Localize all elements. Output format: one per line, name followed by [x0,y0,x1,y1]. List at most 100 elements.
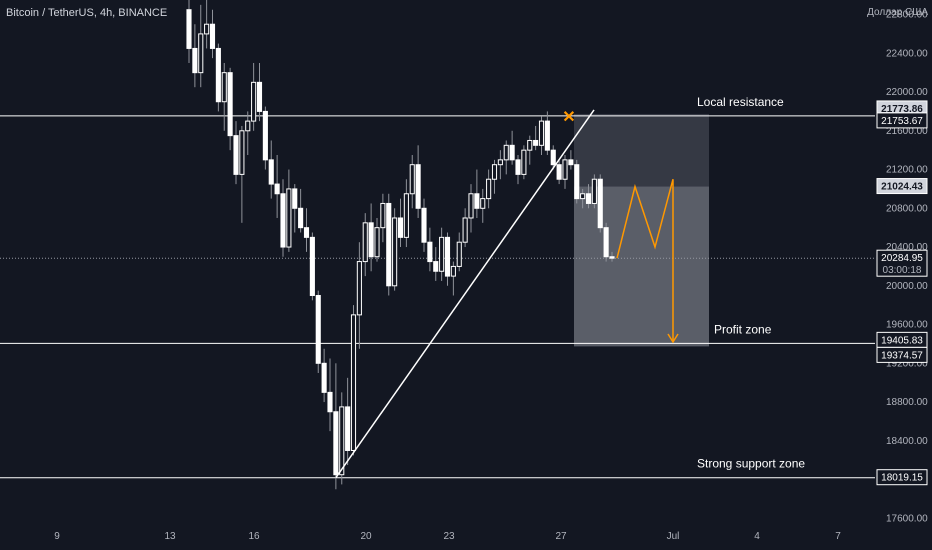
level-label: Profit zone [714,322,772,336]
bar-countdown: 03:00:18 [883,265,922,276]
candle-body [468,193,474,219]
candle-body [580,193,586,200]
price-scale-value: 21753.67 [881,116,923,127]
candle-body [392,217,398,287]
price-scale-badge [876,469,928,486]
candle-body [309,236,315,296]
projection-group: ✕ [562,109,679,344]
candle-body [450,265,456,277]
price-scale-value: 19374.57 [881,350,923,361]
candle-body [339,406,345,476]
candle-body [550,149,556,166]
candle-body [491,164,498,180]
price-tick-label: 22000.00 [886,87,928,98]
candle-body [215,47,221,103]
candle-body [609,256,615,259]
time-tick-label: 27 [555,531,567,542]
candle-body [274,183,280,195]
price-axis: 22800.00 22400.00 22000.00 21600.00 21200.00… [876,10,928,524]
candle-body [386,202,392,287]
candle-body [198,33,204,74]
price-scale-badge [876,178,928,195]
candle-body [209,23,216,49]
price-tick-label: 20000.00 [886,281,928,292]
currency-label[interactable]: Доллар США [867,7,928,18]
candle-body [239,130,245,175]
candle-body [497,159,503,166]
price-tick-label: 17600.00 [886,513,928,524]
stop-zone [574,113,709,187]
candle-body [221,72,227,103]
candle-body [415,164,421,209]
price-scale-value: 18019.15 [881,473,923,484]
candle-body [262,110,268,161]
candle-body [298,207,304,229]
candle-body [444,236,451,277]
candle-body [538,120,545,146]
candle-body [480,198,486,209]
price-tick-label: 18800.00 [886,397,928,408]
candle-body [251,81,257,122]
candle-body [362,222,368,263]
time-tick-label: 23 [443,531,455,542]
price-scale-value: 19405.83 [881,335,923,346]
candle-body [474,193,480,209]
price-tick-label: 20400.00 [886,242,928,253]
candle-body [403,193,409,238]
candle-body [345,406,351,451]
level-label: Local resistance [697,95,784,109]
candle-body [292,188,298,209]
candle-body [286,188,292,248]
candle-body [303,227,310,238]
breakout-marker-icon: ✕ [562,109,575,126]
candle-body [245,120,251,132]
candle-body [527,139,533,151]
candle-body [421,207,427,243]
candle-body [585,193,592,204]
candle-body [515,159,521,175]
price-scale-badge [876,346,928,363]
candle-body [562,159,568,180]
projected-path [616,179,674,342]
price-tick-label: 19200.00 [886,358,928,369]
time-tick-label: 7 [835,531,841,542]
projection-arrowhead [667,333,679,344]
candle-body [574,164,580,200]
candle-body [321,362,327,393]
candle-body [509,144,515,161]
price-scale-value: 21773.86 [881,104,923,115]
trendline-group [335,109,595,479]
target-zone [574,186,709,347]
candlestick-series [186,0,615,490]
candle-body [268,159,274,185]
candle-body [186,9,192,49]
candle-body [227,72,233,137]
price-scale-badge [876,249,928,277]
price-tick-label: 22800.00 [886,10,928,21]
candle-body [327,391,333,413]
candle-body [486,178,492,200]
candle-body [533,139,539,146]
candle-body [380,202,386,229]
chart-symbol-title: Bitcoin / TetherUS, 4h, BINANCE [6,7,168,19]
candle-body [350,314,357,451]
candle-body [597,178,603,229]
candle-body [315,294,321,364]
candle-body [192,47,198,74]
time-tick-label: 4 [754,531,760,542]
price-tick-label: 18400.00 [886,436,928,447]
candle-body [397,217,404,238]
candle-body [603,227,609,258]
time-tick-label: 16 [248,531,260,542]
candle-body [521,149,527,175]
time-tick-label: 13 [164,531,176,542]
candle-body [503,144,509,161]
price-scale-value: 20284.95 [881,253,923,264]
short-position-box [574,113,709,347]
level-label: Strong support zone [697,457,805,471]
candle-body [333,411,339,476]
candle-body [439,236,445,272]
candle-body [427,241,433,263]
candle-body [591,178,597,204]
